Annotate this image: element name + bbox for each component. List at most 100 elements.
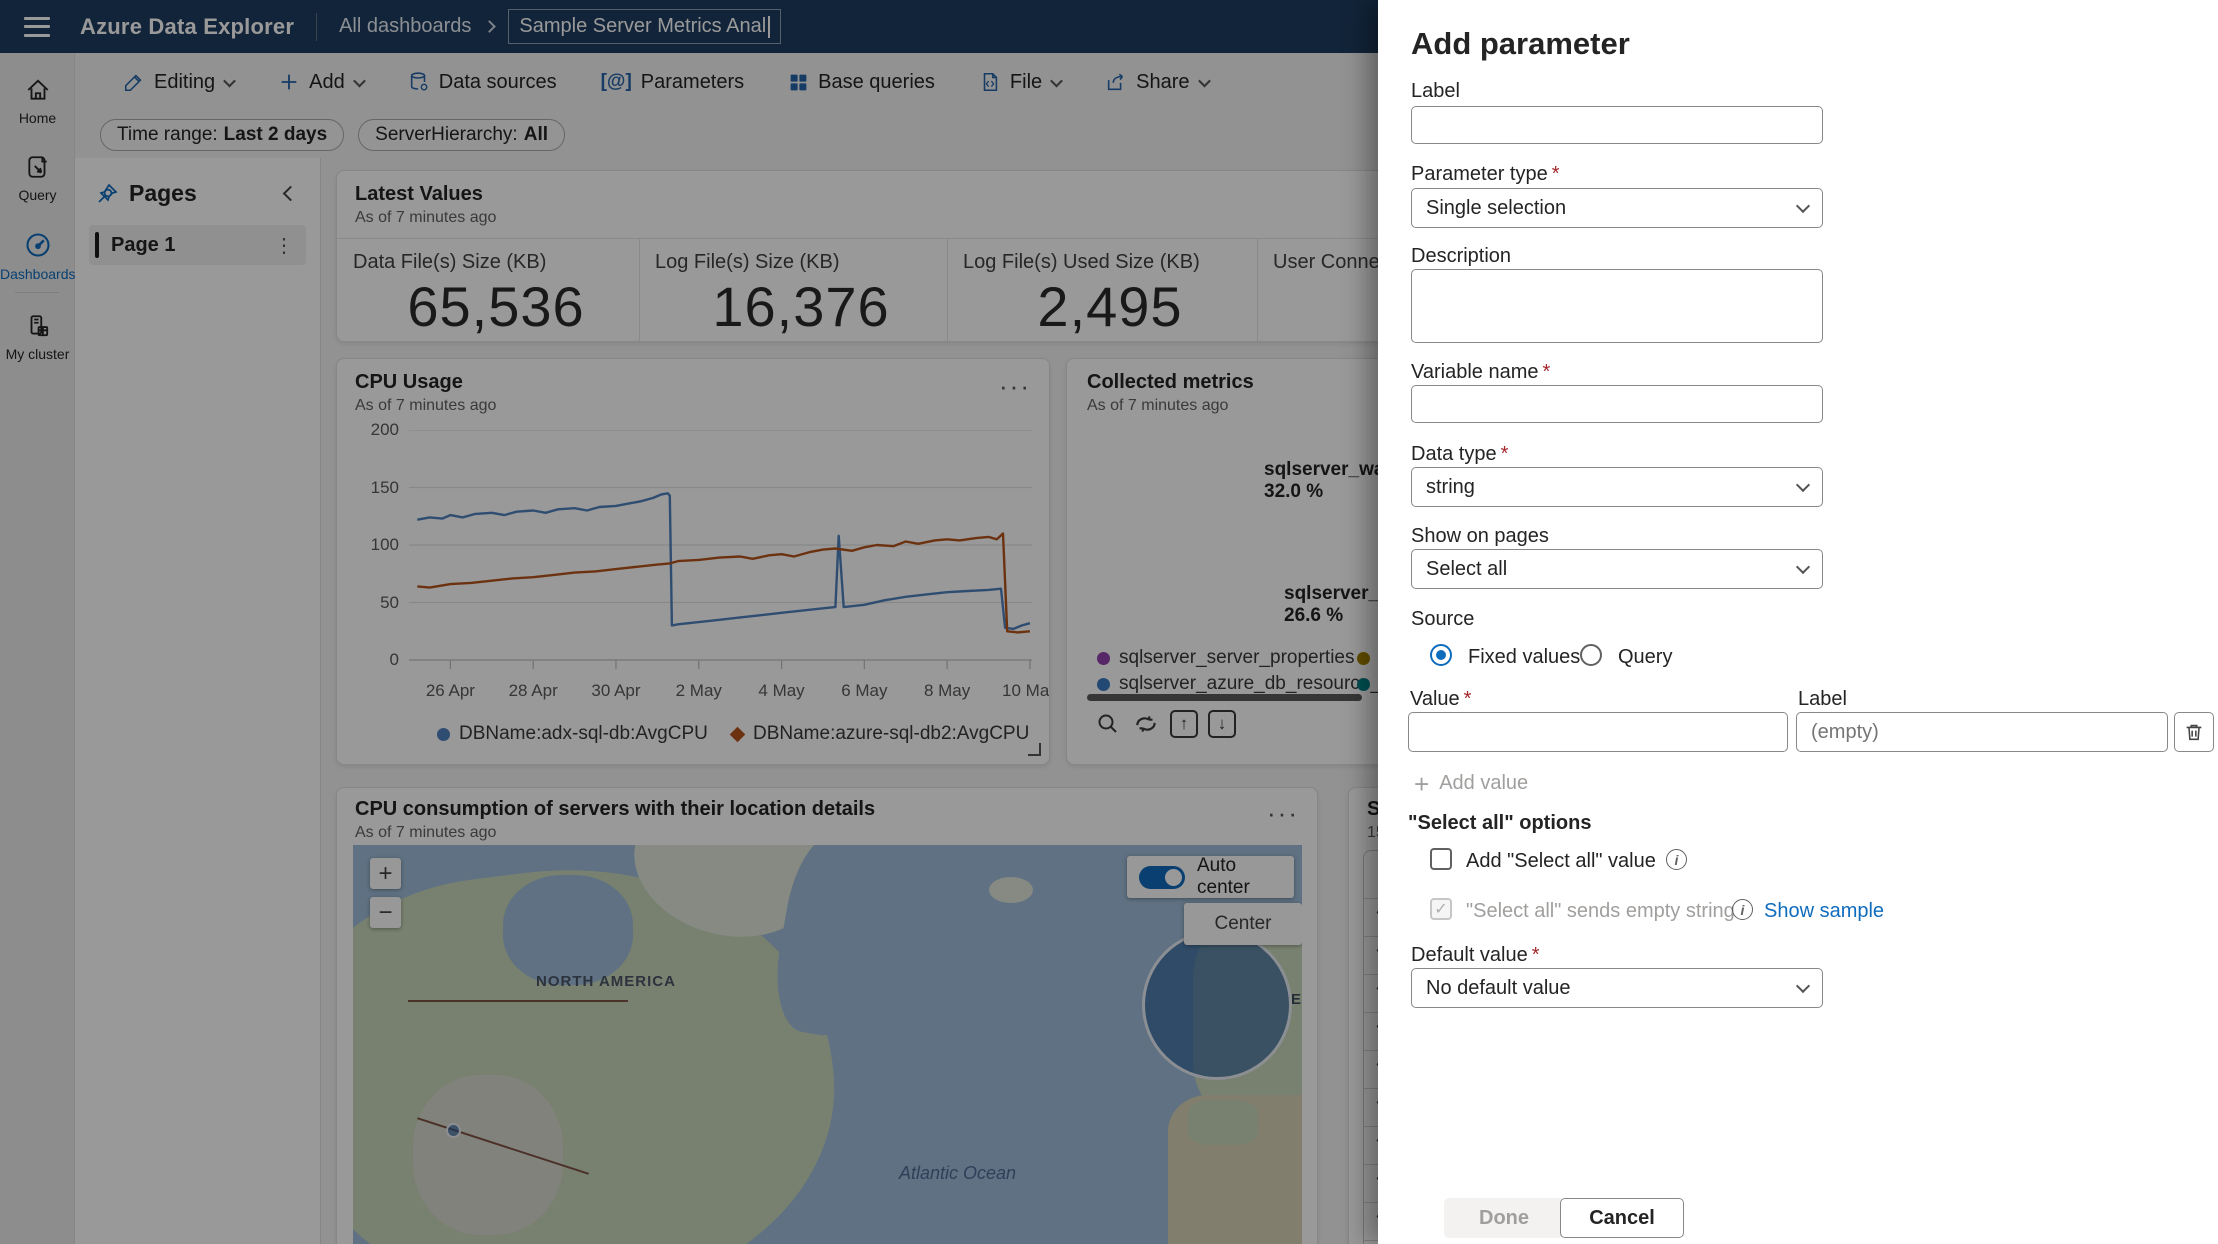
metric-divider xyxy=(1257,238,1258,341)
page-item-more-icon[interactable]: ⋮ xyxy=(274,234,294,257)
x-tick-label: 30 Apr xyxy=(591,681,641,700)
tile-subtitle: As of 7 minutes ago xyxy=(355,397,497,414)
map-tile[interactable]: CPU consumption of servers with their lo… xyxy=(336,787,1318,1244)
legend-item[interactable]: sqlserver_server_properties xyxy=(1097,647,1355,669)
info-icon[interactable]: i xyxy=(1666,849,1687,870)
legend-marker-circle xyxy=(1357,651,1370,665)
legend-item[interactable]: DBName:adx-sql-db:AvgCPU xyxy=(437,723,732,745)
description-textarea[interactable] xyxy=(1411,269,1823,343)
pages-title: Pages xyxy=(129,180,197,206)
toggle-knob xyxy=(1165,868,1182,886)
map-label-ocean: Atlantic Ocean xyxy=(899,1163,1017,1183)
zoom-in-label: + xyxy=(378,859,393,887)
data-type-value: string xyxy=(1426,475,1475,498)
share-menu-button[interactable]: Share xyxy=(1105,71,1211,94)
left-nav-rail: Home Query Dashboards My cluster xyxy=(0,53,76,1244)
arrow-up-icon[interactable]: ↑ xyxy=(1169,709,1199,739)
rail-label-home: Home xyxy=(18,110,57,126)
refresh-icon[interactable] xyxy=(1131,709,1161,739)
latest-values-tile[interactable]: Latest Values As of 7 minutes ago Data F… xyxy=(336,170,1516,342)
done-button[interactable]: Done xyxy=(1444,1198,1564,1238)
sidebar-item-query[interactable]: Query xyxy=(0,144,75,203)
parameters-button[interactable]: [@] Parameters xyxy=(601,71,745,94)
auto-center-control: Auto center xyxy=(1127,855,1294,898)
center-button[interactable]: Center xyxy=(1184,903,1302,945)
breadcrumb[interactable]: All dashboards xyxy=(339,15,472,37)
time-range-filter[interactable]: Time range: Last 2 days xyxy=(100,118,345,151)
arrow-down-icon[interactable]: ↓ xyxy=(1207,709,1237,739)
search-icon[interactable] xyxy=(1093,709,1123,739)
metric-value: 65,536 xyxy=(407,275,585,338)
plus-icon: + xyxy=(1414,768,1430,799)
legend-scrollbar[interactable] xyxy=(1087,694,1362,701)
auto-center-label: Auto center xyxy=(1197,855,1250,898)
legend-label: sqlserver_azure_db_resource_stats xyxy=(1119,673,1422,694)
map-zoom-in-button[interactable]: + xyxy=(370,858,401,889)
map-label-region: EU xyxy=(1291,991,1302,1008)
add-value-button[interactable]: + Add value xyxy=(1414,768,1529,799)
add-select-all-label: Add "Select all" value xyxy=(1466,850,1656,872)
server-hierarchy-filter[interactable]: ServerHierarchy: All xyxy=(358,118,565,151)
zoom-out-label: − xyxy=(378,898,393,926)
cpu-usage-tile[interactable]: CPU Usage As of 7 minutes ago ··· 0 50 100… xyxy=(336,358,1050,765)
metric-log-used: Log File(s) Used Size (KB) 2,495 xyxy=(963,251,1257,339)
map-data-bubble-europe[interactable] xyxy=(1142,930,1292,1080)
add-menu-button[interactable]: Add xyxy=(278,71,366,94)
fixed-values-radio[interactable] xyxy=(1430,644,1452,666)
rail-divider xyxy=(15,292,59,293)
sidebar-item-dashboards[interactable]: Dashboards xyxy=(0,221,76,282)
tile-title: Collected metrics xyxy=(1087,371,1254,393)
hamburger-menu-icon[interactable] xyxy=(24,16,50,37)
variable-name-input[interactable] xyxy=(1411,385,1823,423)
cancel-button[interactable]: Cancel xyxy=(1560,1198,1684,1238)
rail-label-query: Query xyxy=(18,187,57,203)
show-on-pages-dropdown[interactable]: Select all xyxy=(1411,549,1823,589)
label-input[interactable] xyxy=(1411,106,1823,144)
delete-value-button[interactable] xyxy=(2174,712,2214,752)
legend-label: sqlserver_server_properties xyxy=(1119,647,1355,668)
auto-center-toggle[interactable] xyxy=(1139,865,1185,889)
data-type-label: Data type * xyxy=(1411,443,1509,465)
dashboard-name-input[interactable]: Sample Server Metrics Anal xyxy=(508,9,782,44)
file-menu-button[interactable]: File xyxy=(979,71,1064,94)
editing-label: Editing xyxy=(154,70,216,93)
base-queries-button[interactable]: Base queries xyxy=(788,71,935,94)
description-label: Description xyxy=(1411,245,1512,267)
map-hudson-bay xyxy=(503,875,633,985)
x-tick-label: 2 May xyxy=(675,681,722,700)
legend-item[interactable]: DBName:azure-sql-db2:AvgCPU xyxy=(729,723,1029,745)
world-map[interactable]: NORTH AMERICA Atlantic Ocean EU + − Auto… xyxy=(353,845,1302,1244)
y-tick-label: 0 xyxy=(389,650,399,669)
info-icon[interactable]: i xyxy=(1732,899,1753,920)
page-list-item[interactable]: Page 1 ⋮ xyxy=(89,225,306,265)
parameter-type-dropdown[interactable]: Single selection xyxy=(1411,188,1823,228)
y-tick-label: 100 xyxy=(370,535,399,554)
add-parameter-panel: Add parameter Label Parameter type * Sing… xyxy=(1378,0,2218,1244)
sidebar-item-home[interactable]: Home xyxy=(0,67,75,126)
legend-item[interactable]: sqlserver_azure_db_resource_stats xyxy=(1097,673,1421,695)
data-type-dropdown[interactable]: string xyxy=(1411,467,1823,507)
check-icon: ✓ xyxy=(1434,901,1448,918)
home-icon xyxy=(27,79,48,100)
file-icon xyxy=(983,72,998,92)
parameters-label: Parameters xyxy=(640,70,745,93)
add-select-all-checkbox[interactable] xyxy=(1430,848,1452,870)
show-sample-link[interactable]: Show sample xyxy=(1764,900,1885,922)
database-icon xyxy=(410,72,428,91)
value-input[interactable] xyxy=(1408,712,1788,752)
map-landmass-iberia xyxy=(1188,1100,1258,1145)
map-data-dot-california[interactable] xyxy=(446,1123,461,1138)
editing-menu-button[interactable]: Editing xyxy=(123,70,237,94)
query-radio[interactable] xyxy=(1580,644,1602,666)
add-value-label: Add value xyxy=(1439,772,1529,794)
base-queries-label: Base queries xyxy=(818,70,935,93)
sidebar-item-my-cluster[interactable]: My cluster xyxy=(0,303,75,362)
map-zoom-out-button[interactable]: − xyxy=(370,897,401,928)
default-value-dropdown[interactable]: No default value xyxy=(1411,968,1823,1008)
data-sources-button[interactable]: Data sources xyxy=(408,71,557,94)
value-label-input[interactable] xyxy=(1796,712,2168,752)
metric-divider xyxy=(947,238,948,341)
tile-resize-handle[interactable] xyxy=(1028,743,1041,756)
time-range-value: Last 2 days xyxy=(223,123,328,145)
